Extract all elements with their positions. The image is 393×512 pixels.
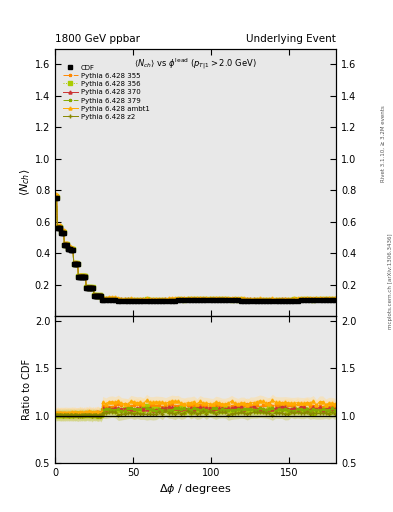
Pythia 6.428 z2 <box>308 297 312 303</box>
Text: $\langle N_{ch}\rangle$ vs $\phi^{\rm lead}$ $(p_{T|1} > 2.0\ \mathrm{GeV})$: $\langle N_{ch}\rangle$ vs $\phi^{\rm le… <box>134 57 257 72</box>
Pythia 6.428 ambt1 <box>53 191 58 198</box>
Pythia 6.428 ambt1 <box>78 272 83 279</box>
Pythia 6.428 z2 <box>78 274 83 280</box>
Line: Pythia 6.428 356: Pythia 6.428 356 <box>54 195 337 302</box>
Pythia 6.428 ambt1 <box>138 295 143 302</box>
Line: Pythia 6.428 355: Pythia 6.428 355 <box>54 194 337 301</box>
Pythia 6.428 355 <box>78 272 83 279</box>
Y-axis label: $\langle N_{ch}\rangle$: $\langle N_{ch}\rangle$ <box>18 168 32 196</box>
Pythia 6.428 355 <box>154 296 158 302</box>
Pythia 6.428 356 <box>333 296 338 302</box>
Pythia 6.428 z2 <box>270 297 275 304</box>
Pythia 6.428 370 <box>53 193 58 199</box>
Pythia 6.428 379 <box>53 193 58 199</box>
Pythia 6.428 ambt1 <box>217 295 221 301</box>
Text: Underlying Event: Underlying Event <box>246 33 336 44</box>
Pythia 6.428 ambt1 <box>279 295 284 302</box>
Text: mcplots.cern.ch [arXiv:1306.3436]: mcplots.cern.ch [arXiv:1306.3436] <box>388 234 393 329</box>
Pythia 6.428 355 <box>333 295 338 302</box>
CDF <box>279 298 284 304</box>
Pythia 6.428 370 <box>308 296 312 302</box>
Pythia 6.428 z2 <box>135 297 140 304</box>
Pythia 6.428 370 <box>333 296 338 302</box>
Legend: CDF, Pythia 6.428 355, Pythia 6.428 356, Pythia 6.428 370, Pythia 6.428 379, Pyt: CDF, Pythia 6.428 355, Pythia 6.428 356,… <box>61 63 151 121</box>
Pythia 6.428 356 <box>213 296 218 302</box>
Pythia 6.428 370 <box>264 297 268 303</box>
Pythia 6.428 370 <box>213 295 218 302</box>
Line: Pythia 6.428 ambt1: Pythia 6.428 ambt1 <box>54 193 337 301</box>
Line: Pythia 6.428 379: Pythia 6.428 379 <box>54 195 337 302</box>
Pythia 6.428 ambt1 <box>154 295 158 302</box>
X-axis label: $\Delta\phi$ / degrees: $\Delta\phi$ / degrees <box>160 482 231 497</box>
Pythia 6.428 z2 <box>333 296 338 303</box>
Pythia 6.428 z2 <box>213 296 218 303</box>
CDF <box>308 297 312 303</box>
Pythia 6.428 355 <box>53 192 58 198</box>
CDF <box>144 298 149 304</box>
Pythia 6.428 ambt1 <box>333 295 338 301</box>
Y-axis label: Ratio to CDF: Ratio to CDF <box>22 359 32 420</box>
CDF <box>135 298 140 304</box>
Pythia 6.428 355 <box>217 295 221 302</box>
Pythia 6.428 z2 <box>151 297 155 304</box>
CDF <box>78 274 83 280</box>
Pythia 6.428 356 <box>308 296 312 303</box>
Text: 1800 GeV ppbar: 1800 GeV ppbar <box>55 33 140 44</box>
Pythia 6.428 356 <box>279 296 284 303</box>
CDF <box>333 297 338 303</box>
CDF <box>53 195 58 201</box>
Pythia 6.428 z2 <box>53 195 58 201</box>
Pythia 6.428 370 <box>279 296 284 303</box>
Pythia 6.428 379 <box>78 273 83 279</box>
Pythia 6.428 ambt1 <box>308 295 312 301</box>
Pythia 6.428 356 <box>53 194 58 200</box>
Pythia 6.428 z2 <box>279 297 284 304</box>
Pythia 6.428 356 <box>78 273 83 279</box>
CDF <box>154 298 158 304</box>
Pythia 6.428 379 <box>279 297 284 303</box>
Pythia 6.428 355 <box>279 296 284 303</box>
Pythia 6.428 355 <box>135 296 140 302</box>
Pythia 6.428 356 <box>151 297 155 303</box>
Pythia 6.428 370 <box>135 296 140 303</box>
Line: Pythia 6.428 370: Pythia 6.428 370 <box>54 194 337 302</box>
Pythia 6.428 356 <box>135 297 140 303</box>
Pythia 6.428 370 <box>151 297 155 303</box>
Pythia 6.428 356 <box>273 297 278 303</box>
Pythia 6.428 355 <box>308 295 312 302</box>
CDF <box>217 297 221 303</box>
Pythia 6.428 ambt1 <box>99 296 104 302</box>
Line: Pythia 6.428 z2: Pythia 6.428 z2 <box>54 196 337 302</box>
Pythia 6.428 370 <box>78 273 83 279</box>
Line: CDF: CDF <box>54 197 337 303</box>
Pythia 6.428 379 <box>333 296 338 302</box>
Pythia 6.428 355 <box>144 296 149 303</box>
Text: Rivet 3.1.10, ≥ 3.2M events: Rivet 3.1.10, ≥ 3.2M events <box>381 105 386 182</box>
Pythia 6.428 379 <box>308 296 312 303</box>
Pythia 6.428 379 <box>213 295 218 302</box>
Pythia 6.428 379 <box>151 297 155 303</box>
Pythia 6.428 379 <box>135 296 140 303</box>
Pythia 6.428 379 <box>273 297 278 303</box>
